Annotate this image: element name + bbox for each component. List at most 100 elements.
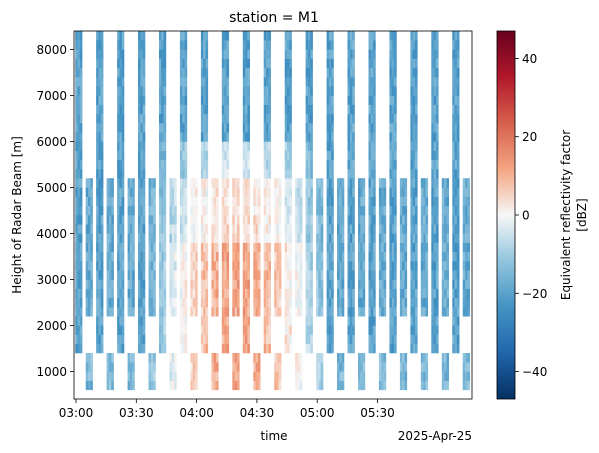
- heatmap-cell: [213, 371, 217, 381]
- heatmap-cell: [140, 233, 143, 243]
- heatmap-cell: [127, 261, 131, 271]
- heatmap-cell: [389, 77, 392, 87]
- heatmap-cell: [328, 251, 332, 262]
- heatmap-cell: [446, 251, 449, 262]
- heatmap-cell: [431, 270, 434, 280]
- heatmap-cell: [339, 270, 342, 280]
- heatmap-cell: [452, 159, 455, 170]
- heatmap-cell: [211, 196, 214, 207]
- heatmap-cell: [331, 150, 334, 161]
- heatmap-cell: [182, 178, 185, 188]
- heatmap-cell: [394, 159, 397, 170]
- heatmap-cell: [88, 196, 91, 207]
- heatmap-cell: [203, 113, 206, 124]
- heatmap-cell: [119, 169, 122, 179]
- heatmap-cell: [423, 371, 426, 381]
- heatmap-cell: [221, 49, 225, 59]
- heatmap-cell: [284, 123, 288, 133]
- heatmap-cell: [98, 159, 102, 170]
- heatmap-cell: [257, 371, 261, 381]
- heatmap-cell: [221, 196, 225, 207]
- heatmap-cell: [119, 113, 122, 124]
- heatmap-cell: [203, 297, 206, 308]
- heatmap-cell: [415, 325, 418, 335]
- heatmap-cell: [77, 316, 81, 326]
- heatmap-cell: [184, 141, 188, 151]
- heatmap-cell: [383, 187, 387, 197]
- heatmap-cell: [266, 95, 269, 105]
- heatmap-cell: [444, 224, 447, 234]
- heatmap-cell: [420, 288, 424, 299]
- heatmap-cell: [85, 261, 89, 271]
- heatmap-cell: [121, 67, 125, 78]
- heatmap-cell: [347, 251, 351, 262]
- heatmap-cell: [203, 159, 206, 170]
- heatmap-cell: [373, 325, 376, 335]
- heatmap-cell: [305, 215, 309, 225]
- heatmap-cell: [138, 67, 141, 78]
- heatmap-cell: [456, 316, 460, 326]
- heatmap-cell: [399, 353, 403, 363]
- heatmap-cell: [310, 316, 313, 326]
- heatmap-cell: [184, 132, 188, 142]
- heatmap-cell: [297, 261, 301, 271]
- heatmap-cell: [77, 150, 81, 161]
- heatmap-cell: [77, 49, 81, 59]
- heatmap-cell: [465, 307, 468, 317]
- heatmap-cell: [226, 215, 230, 225]
- heatmap-cell: [98, 31, 102, 41]
- heatmap-cell: [415, 261, 418, 271]
- heatmap-cell: [444, 233, 447, 243]
- heatmap-cell: [433, 150, 437, 161]
- heatmap-cell: [368, 261, 372, 271]
- heatmap-cell: [247, 40, 250, 50]
- heatmap-cell: [245, 104, 248, 115]
- heatmap-cell: [266, 104, 269, 115]
- heatmap-cell: [138, 86, 141, 96]
- heatmap-cell: [211, 187, 214, 197]
- heatmap-cell: [179, 316, 183, 326]
- heatmap-cell: [216, 380, 219, 391]
- heatmap-cell: [456, 242, 460, 253]
- heatmap-cell: [253, 233, 256, 243]
- heatmap-cell: [326, 307, 330, 317]
- heatmap-cell: [404, 307, 408, 317]
- heatmap-cell: [108, 233, 112, 243]
- heatmap-cell: [425, 380, 429, 391]
- heatmap-cell: [117, 307, 120, 317]
- heatmap-cell: [132, 307, 135, 317]
- heatmap-cell: [328, 242, 332, 253]
- heatmap-cell: [216, 297, 219, 308]
- heatmap-cell: [295, 242, 298, 253]
- heatmap-cell: [297, 270, 301, 280]
- heatmap-cell: [253, 251, 256, 262]
- heatmap-cell: [347, 196, 351, 207]
- heatmap-cell: [412, 95, 416, 105]
- heatmap-cell: [370, 233, 374, 243]
- heatmap-cell: [452, 67, 455, 78]
- heatmap-cell: [257, 233, 261, 243]
- heatmap-cell: [90, 380, 93, 391]
- heatmap-cell: [117, 316, 120, 326]
- heatmap-cell: [237, 215, 240, 225]
- heatmap-cell: [200, 123, 204, 133]
- heatmap-cell: [237, 297, 240, 308]
- heatmap-cell: [462, 242, 466, 253]
- heatmap-cell: [415, 104, 418, 115]
- heatmap-cell: [234, 371, 238, 381]
- heatmap-cell: [96, 58, 99, 69]
- heatmap-cell: [420, 196, 424, 207]
- heatmap-cell: [77, 307, 81, 317]
- heatmap-cell: [119, 67, 122, 78]
- heatmap-cell: [247, 31, 250, 41]
- heatmap-cell: [339, 279, 342, 289]
- heatmap-cell: [75, 77, 78, 87]
- heatmap-cell: [163, 187, 167, 197]
- heatmap-cell: [328, 40, 332, 50]
- heatmap-cell: [415, 316, 418, 326]
- heatmap-cell: [381, 196, 384, 207]
- heatmap-cell: [381, 297, 384, 308]
- heatmap-cell: [467, 261, 470, 271]
- heatmap-cell: [341, 215, 345, 225]
